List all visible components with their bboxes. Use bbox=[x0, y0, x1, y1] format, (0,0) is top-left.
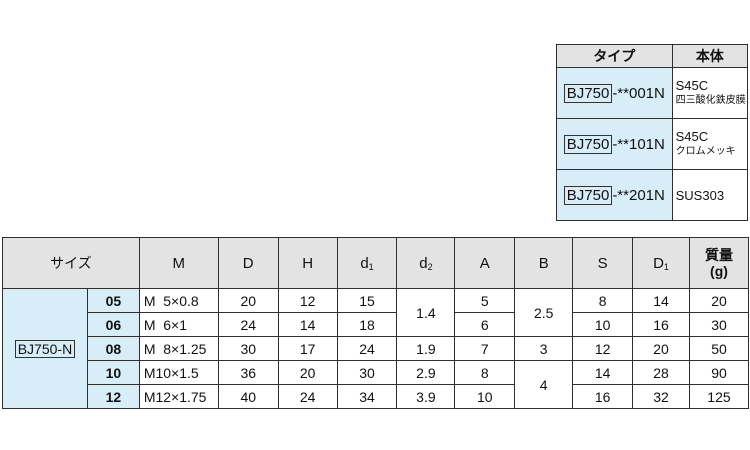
d2-cell: 3.9 bbox=[396, 384, 456, 409]
s-cell: 8 bbox=[572, 288, 634, 313]
table-row: BJ750 -**001N S45C 四三酸化鉄皮膜 bbox=[556, 67, 749, 119]
d2-header: d2 bbox=[396, 237, 456, 289]
a-cell: 7 bbox=[454, 336, 516, 361]
b-header: B bbox=[514, 237, 574, 289]
size-header: サイズ bbox=[2, 237, 140, 289]
b-cell: 4 bbox=[514, 360, 574, 409]
material-cell: S45C 四三酸化鉄皮膜 bbox=[671, 67, 749, 119]
d1-cell: 15 bbox=[336, 288, 398, 313]
d1-cell: 30 bbox=[336, 360, 398, 385]
d-cell: 40 bbox=[217, 384, 279, 409]
d-cell: 20 bbox=[217, 288, 279, 313]
table-row: 10 M10×1.5 36 20 30 2.9 8 4 14 28 90 bbox=[3, 360, 750, 409]
h-cell: 24 bbox=[277, 384, 338, 409]
d1-outer-cell: 20 bbox=[632, 336, 690, 361]
material-cell: S45C クロムメッキ bbox=[671, 118, 749, 170]
d-cell: 36 bbox=[217, 360, 279, 385]
d1-cell: 18 bbox=[336, 312, 398, 337]
h-cell: 17 bbox=[277, 336, 338, 361]
a-cell: 8 bbox=[454, 360, 516, 385]
type-code: BJ750 -**001N bbox=[556, 67, 673, 119]
h-cell: 14 bbox=[277, 312, 338, 337]
d-header: D bbox=[217, 237, 279, 289]
type-code: BJ750 -**201N bbox=[556, 169, 673, 221]
mass-cell: 90 bbox=[688, 360, 750, 385]
table-row: BJ750 -**101N S45C クロムメッキ bbox=[556, 118, 749, 170]
size-cell: 10 bbox=[86, 360, 140, 385]
table-row: 08 M 8×1.25 30 17 24 1.9 7 3 12 20 50 bbox=[3, 336, 750, 361]
material-table-header: タイプ 本体 bbox=[556, 44, 749, 68]
material-name: S45C bbox=[675, 129, 709, 144]
code-suffix: -**101N bbox=[612, 135, 665, 153]
s-cell: 14 bbox=[572, 360, 634, 385]
material-table: タイプ 本体 BJ750 -**001N S45C 四三酸化鉄皮膜 BJ750 -**… bbox=[556, 44, 749, 221]
series-cell: BJ750-N bbox=[2, 288, 88, 409]
thread-cell: M 6×1 bbox=[138, 312, 219, 337]
mass-cell: 50 bbox=[688, 336, 750, 361]
h-cell: 20 bbox=[277, 360, 338, 385]
mass-cell: 125 bbox=[688, 384, 750, 409]
thread-cell: M10×1.5 bbox=[138, 360, 219, 385]
body-header: 本体 bbox=[671, 44, 749, 68]
code-suffix: -**001N bbox=[612, 84, 665, 102]
d1-header: d1 bbox=[336, 237, 398, 289]
mass-cell: 30 bbox=[688, 312, 750, 337]
s-cell: 12 bbox=[572, 336, 634, 361]
code-suffix: -**201N bbox=[612, 186, 665, 204]
material-finish: 四三酸化鉄皮膜 bbox=[675, 95, 746, 106]
d2-cell: 2.9 bbox=[396, 360, 456, 385]
d1-cell: 24 bbox=[336, 336, 398, 361]
code-box: BJ750 bbox=[563, 185, 613, 205]
d-cell: 30 bbox=[217, 336, 279, 361]
d1-outer-cell: 32 bbox=[632, 384, 690, 409]
s-cell: 10 bbox=[572, 312, 634, 337]
b-cell: 3 bbox=[514, 336, 574, 361]
mass-cell: 20 bbox=[688, 288, 750, 313]
a-cell: 6 bbox=[454, 312, 516, 337]
size-cell: 06 bbox=[86, 312, 140, 337]
material-cell: SUS303 bbox=[671, 169, 749, 221]
a-cell: 5 bbox=[454, 288, 516, 313]
a-header: A bbox=[454, 237, 516, 289]
dimension-table: サイズ M D H d1 d2 A B S D1 質量 (g) BJ750-N 0… bbox=[2, 237, 750, 409]
m-header: M bbox=[138, 237, 219, 289]
a-cell: 10 bbox=[454, 384, 516, 409]
s-header: S bbox=[572, 237, 634, 289]
d2-cell: 1.4 bbox=[396, 288, 456, 337]
s-cell: 16 bbox=[572, 384, 634, 409]
size-cell: 08 bbox=[86, 336, 140, 361]
d2-cell: 1.9 bbox=[396, 336, 456, 361]
material-name: S45C bbox=[675, 78, 709, 93]
h-header: H bbox=[277, 237, 338, 289]
d1-outer-cell: 14 bbox=[632, 288, 690, 313]
thread-cell: M12×1.75 bbox=[138, 384, 219, 409]
code-box: BJ750 bbox=[563, 134, 613, 154]
mass-header: 質量 (g) bbox=[688, 237, 750, 289]
size-cell: 12 bbox=[86, 384, 140, 409]
table-row: BJ750 -**201N SUS303 bbox=[556, 169, 749, 221]
b-cell: 2.5 bbox=[514, 288, 574, 337]
code-box: BJ750 bbox=[563, 83, 613, 103]
table-row: BJ750-N 05 M 5×0.8 20 12 15 1.4 5 2.5 8 … bbox=[2, 288, 750, 409]
d1-outer-cell: 16 bbox=[632, 312, 690, 337]
type-header: タイプ bbox=[556, 44, 673, 68]
d-cell: 24 bbox=[217, 312, 279, 337]
type-code: BJ750 -**101N bbox=[556, 118, 673, 170]
dimension-table-header: サイズ M D H d1 d2 A B S D1 質量 (g) bbox=[2, 237, 750, 289]
d1-cell: 34 bbox=[336, 384, 398, 409]
d1-outer-cell: 28 bbox=[632, 360, 690, 385]
thread-cell: M 5×0.8 bbox=[138, 288, 219, 313]
size-cell: 05 bbox=[86, 288, 140, 313]
d1-outer-header: D1 bbox=[632, 237, 690, 289]
table-row: 12 M12×1.75 40 24 34 3.9 10 16 32 125 bbox=[3, 384, 750, 409]
material-name: SUS303 bbox=[675, 187, 725, 203]
table-row: 06 M 6×1 24 14 18 6 10 16 30 bbox=[3, 312, 750, 337]
material-finish: クロムメッキ bbox=[675, 146, 736, 157]
thread-cell: M 8×1.25 bbox=[138, 336, 219, 361]
h-cell: 12 bbox=[277, 288, 338, 313]
